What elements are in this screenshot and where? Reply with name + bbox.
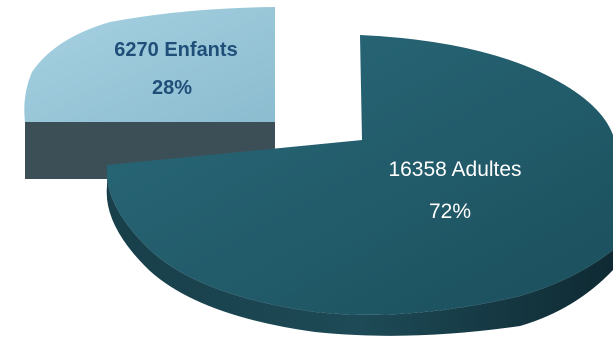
label-adultes-percent: 72%	[429, 200, 471, 223]
pie-slice-enfants-top	[24, 7, 275, 122]
pie-slice-adultes-top	[106, 35, 613, 315]
pie-slice-adultes	[106, 35, 613, 336]
label-adultes-count: 16358 Adultes	[388, 158, 521, 181]
label-enfants-count: 6270 Enfants	[114, 39, 237, 61]
label-enfants-percent: 28%	[152, 77, 192, 99]
pie-slice-enfants	[24, 7, 275, 179]
